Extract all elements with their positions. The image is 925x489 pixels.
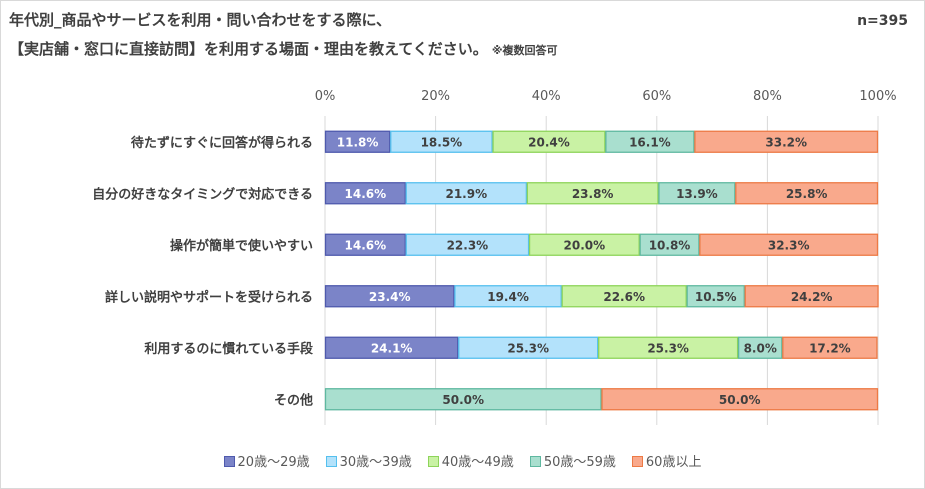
legend-item: 30歳～39歳 bbox=[325, 451, 412, 470]
legend-swatch bbox=[223, 456, 235, 467]
legend-label: 40歳～49歳 bbox=[441, 455, 514, 470]
bar-segment bbox=[737, 336, 783, 359]
legend-swatch bbox=[427, 456, 439, 467]
data-label: 10.5% bbox=[695, 290, 737, 304]
multiple-answer-note: ※複数回答可 bbox=[491, 44, 558, 57]
bar-segment bbox=[686, 285, 745, 308]
bar-segment bbox=[324, 388, 602, 411]
bar-segment bbox=[735, 182, 879, 205]
bar-segment bbox=[454, 285, 562, 308]
data-label: 19.4% bbox=[487, 290, 529, 304]
data-label: 25.3% bbox=[647, 341, 689, 355]
data-label: 21.9% bbox=[445, 187, 487, 201]
data-label: 20.4% bbox=[528, 135, 570, 149]
chart-legend: 20歳～29歳 30歳～39歳 40歳～49歳 50歳～59歳 60歳以上 bbox=[0, 451, 925, 470]
data-label: 23.4% bbox=[369, 290, 411, 304]
bar-segment bbox=[324, 130, 391, 153]
x-tick-label: 20% bbox=[421, 89, 450, 104]
chart-title-line2-text: 【実店舗・窓口に直接訪問】を利用する場面・理由を教えてください。 bbox=[9, 40, 488, 58]
legend-item: 20歳～29歳 bbox=[223, 451, 310, 470]
data-label: 24.2% bbox=[791, 290, 833, 304]
bar-segment bbox=[390, 130, 493, 153]
chart-title-line2: 【実店舗・窓口に直接訪問】を利用する場面・理由を教えてください。 ※複数回答可 bbox=[9, 38, 558, 59]
category-label: 待たずにすぐに回答が得られる bbox=[130, 135, 313, 151]
bar-segment bbox=[694, 130, 879, 153]
data-label: 50.0% bbox=[719, 393, 761, 407]
bar-segment bbox=[324, 233, 406, 256]
legend-item: 40歳～49歳 bbox=[427, 451, 514, 470]
data-label: 17.2% bbox=[809, 341, 851, 355]
category-label: 自分の好きなタイミングで対応できる bbox=[92, 186, 313, 202]
data-label: 50.0% bbox=[442, 393, 484, 407]
data-label: 8.0% bbox=[744, 341, 777, 355]
bar-segment bbox=[744, 285, 879, 308]
legend-label: 20歳～29歳 bbox=[237, 455, 310, 470]
sample-size-label: n=395 bbox=[857, 13, 908, 29]
category-label: その他 bbox=[274, 392, 313, 408]
legend-item: 50歳～59歳 bbox=[529, 451, 616, 470]
category-label: 操作が簡単で使いやすい bbox=[170, 238, 313, 254]
data-label: 22.3% bbox=[447, 238, 489, 252]
data-label: 16.1% bbox=[629, 135, 671, 149]
data-label: 13.9% bbox=[676, 187, 718, 201]
data-label: 14.6% bbox=[345, 187, 387, 201]
data-label: 10.8% bbox=[649, 238, 691, 252]
bar-segment bbox=[492, 130, 606, 153]
data-label: 25.8% bbox=[786, 187, 828, 201]
data-label: 18.5% bbox=[421, 135, 463, 149]
category-label: 詳しい説明やサポートを受けられる bbox=[105, 289, 313, 305]
legend-label: 50歳～59歳 bbox=[543, 455, 616, 470]
x-tick-label: 40% bbox=[532, 89, 561, 104]
category-label: 利用するのに慣れている手段 bbox=[144, 341, 313, 357]
x-tick-label: 80% bbox=[753, 89, 782, 104]
legend-swatch bbox=[631, 456, 643, 467]
legend-label: 60歳以上 bbox=[645, 455, 702, 470]
data-label: 22.6% bbox=[603, 290, 645, 304]
bar-segment bbox=[598, 336, 739, 359]
chart-title-line1: 年代別_商品やサービスを利用・問い合わせをする際に、 bbox=[9, 11, 392, 29]
bar-segment bbox=[324, 336, 459, 359]
legend-item: 60歳以上 bbox=[631, 451, 702, 470]
data-label: 25.3% bbox=[507, 341, 549, 355]
x-tick-label: 100% bbox=[859, 89, 896, 104]
bar-segment bbox=[561, 285, 687, 308]
bar-segment bbox=[528, 233, 640, 256]
bar-segment bbox=[605, 130, 695, 153]
bar-segment bbox=[782, 336, 878, 359]
legend-label: 30歳～39歳 bbox=[339, 455, 412, 470]
legend-swatch bbox=[325, 456, 337, 467]
legend-swatch bbox=[529, 456, 541, 467]
data-label: 11.8% bbox=[337, 135, 379, 149]
x-tick-label: 0% bbox=[315, 89, 336, 104]
bar-segment bbox=[658, 182, 736, 205]
bar-segment bbox=[458, 336, 599, 359]
x-tick-label: 60% bbox=[642, 89, 671, 104]
bar-segment bbox=[639, 233, 700, 256]
data-label: 32.3% bbox=[768, 238, 810, 252]
bar-segment bbox=[405, 233, 530, 256]
data-label: 20.0% bbox=[564, 238, 606, 252]
bar-segment bbox=[699, 233, 879, 256]
bar-segment bbox=[601, 388, 879, 411]
data-label: 14.6% bbox=[345, 238, 387, 252]
data-label: 33.2% bbox=[765, 135, 807, 149]
bar-segment bbox=[405, 182, 527, 205]
data-label: 23.8% bbox=[572, 187, 614, 201]
bar-segment bbox=[324, 182, 406, 205]
data-label: 24.1% bbox=[371, 341, 413, 355]
bar-segment bbox=[526, 182, 659, 205]
bar-segment bbox=[324, 285, 455, 308]
